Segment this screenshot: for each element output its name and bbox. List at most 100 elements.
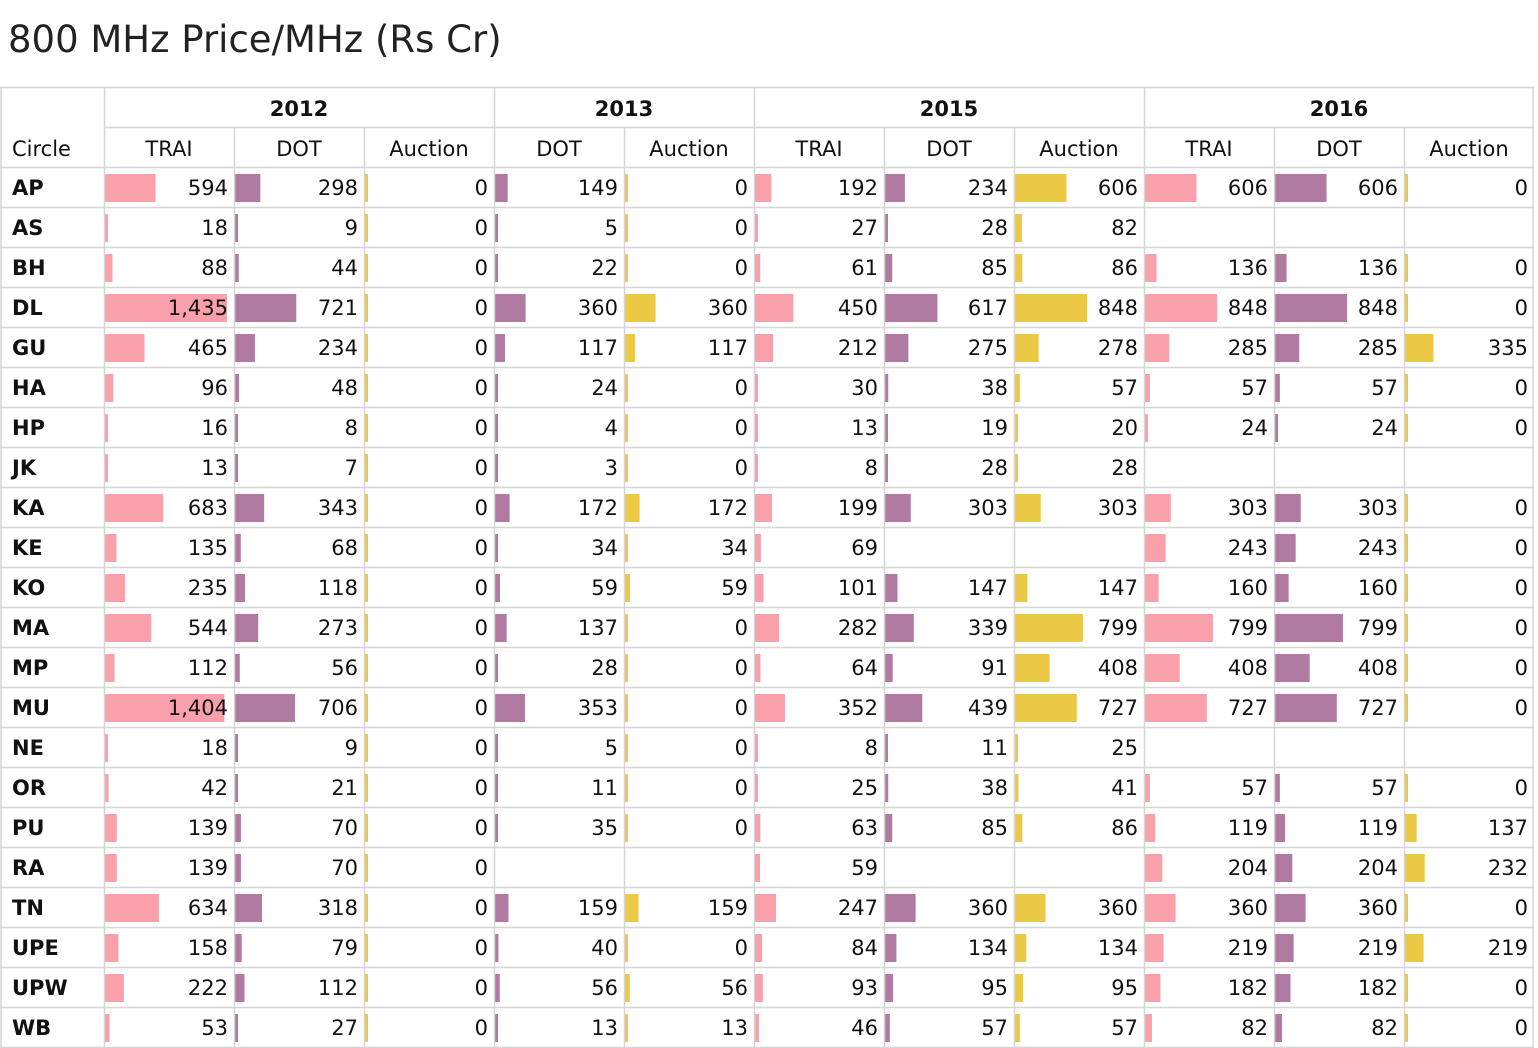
value-label-trai-2016-upw: 182	[1228, 976, 1268, 1000]
circle-label-ra: RA	[12, 856, 45, 880]
bar-dot-2013-upe	[495, 934, 499, 962]
bar-auction-2016-ma	[1405, 614, 1408, 642]
value-label-auction-2012-ra: 0	[475, 856, 488, 880]
value-label-dot-2015-as: 28	[981, 216, 1008, 240]
value-label-auction-2015-dl: 848	[1098, 296, 1138, 320]
value-label-auction-2016-upw: 0	[1515, 976, 1528, 1000]
bar-trai-2016-ap	[1145, 174, 1197, 202]
value-label-auction-2012-bh: 0	[475, 256, 488, 280]
circle-label-as: AS	[12, 216, 43, 240]
bar-trai-2015-ra	[755, 854, 761, 882]
bar-trai-2016-mu	[1145, 694, 1207, 722]
bar-trai-2016-pu	[1145, 814, 1156, 842]
bar-auction-2013-ke	[625, 534, 628, 562]
bar-auction-2013-or	[625, 774, 628, 802]
circle-label-ko: KO	[12, 576, 45, 600]
bar-auction-2012-upe	[365, 934, 368, 962]
value-label-auction-2015-ap: 606	[1098, 176, 1138, 200]
bar-dot-2013-ko	[495, 574, 501, 602]
bar-dot-2012-ra	[235, 854, 241, 882]
value-label-auction-2013-gu: 117	[708, 336, 748, 360]
value-label-auction-2013-as: 0	[735, 216, 748, 240]
value-label-dot-2013-bh: 22	[591, 256, 618, 280]
bar-dot-2013-jk	[495, 454, 498, 482]
bar-auction-2016-or	[1405, 774, 1408, 802]
value-label-trai-2015-wb: 46	[851, 1016, 878, 1040]
value-label-dot-2013-ne: 5	[605, 736, 618, 760]
value-label-dot-2016-or: 57	[1371, 776, 1398, 800]
value-label-dot-2012-wb: 27	[331, 1016, 358, 1040]
bar-dot-2013-hp	[495, 414, 498, 442]
bar-trai-2012-ne	[105, 734, 108, 762]
circle-label-ap: AP	[12, 176, 44, 200]
bar-trai-2012-dl	[105, 294, 227, 322]
bar-dot-2016-ke	[1275, 534, 1296, 562]
value-label-trai-2016-ra: 204	[1228, 856, 1268, 880]
circle-label-ka: KA	[12, 496, 45, 520]
value-label-trai-2016-ap: 606	[1228, 176, 1268, 200]
value-label-auction-2013-ap: 0	[735, 176, 748, 200]
value-label-trai-2016-mu: 727	[1228, 696, 1268, 720]
value-label-trai-2016-or: 57	[1241, 776, 1268, 800]
value-label-auction-2016-ka: 0	[1515, 496, 1528, 520]
bar-auction-2013-ha	[625, 374, 628, 402]
bar-dot-2015-upw	[885, 974, 894, 1002]
circle-label-ke: KE	[12, 536, 43, 560]
value-label-auction-2012-ne: 0	[475, 736, 488, 760]
value-label-dot-2012-pu: 70	[331, 816, 358, 840]
bar-auction-2012-pu	[365, 814, 368, 842]
bar-trai-2015-ha	[755, 374, 758, 402]
bar-auction-2016-mp	[1405, 654, 1408, 682]
value-label-auction-2013-ma: 0	[735, 616, 748, 640]
bar-dot-2015-or	[885, 774, 889, 802]
value-label-dot-2012-ko: 118	[318, 576, 358, 600]
value-label-auction-2012-ha: 0	[475, 376, 488, 400]
bar-auction-2015-mu	[1015, 694, 1077, 722]
column-header-auction-2015: Auction	[1039, 137, 1118, 161]
bar-dot-2015-as	[885, 214, 888, 242]
value-label-dot-2013-pu: 35	[591, 816, 618, 840]
value-label-dot-2016-hp: 24	[1371, 416, 1398, 440]
bar-trai-2012-ha	[105, 374, 114, 402]
bar-auction-2012-ko	[365, 574, 368, 602]
bar-dot-2012-hp	[235, 414, 238, 442]
column-header-dot-2016: DOT	[1316, 137, 1362, 161]
value-label-dot-2013-wb: 13	[591, 1016, 618, 1040]
bar-dot-2016-ma	[1275, 614, 1343, 642]
value-label-trai-2015-ka: 199	[838, 496, 878, 520]
bar-dot-2013-dl	[495, 294, 526, 322]
circle-label-dl: DL	[12, 296, 43, 320]
value-label-dot-2016-ap: 606	[1358, 176, 1398, 200]
bar-dot-2012-ma	[235, 614, 259, 642]
bar-trai-2012-tn	[105, 894, 159, 922]
bar-trai-2016-mp	[1145, 654, 1180, 682]
bar-auction-2012-gu	[365, 334, 368, 362]
value-label-trai-2012-jk: 13	[201, 456, 228, 480]
bar-dot-2013-pu	[495, 814, 498, 842]
bar-dot-2012-ha	[235, 374, 240, 402]
bar-dot-2015-mu	[885, 694, 923, 722]
bar-auction-2015-upe	[1015, 934, 1027, 962]
value-label-trai-2012-as: 18	[201, 216, 228, 240]
bar-trai-2012-mu	[105, 694, 225, 722]
value-label-dot-2012-mp: 56	[331, 656, 358, 680]
bar-dot-2015-bh	[885, 254, 893, 282]
value-label-auction-2015-gu: 278	[1098, 336, 1138, 360]
year-header-2012: 2012	[270, 97, 328, 121]
value-label-trai-2012-wb: 53	[201, 1016, 228, 1040]
value-label-dot-2016-mp: 408	[1358, 656, 1398, 680]
bar-auction-2013-hp	[625, 414, 628, 442]
value-label-dot-2013-or: 11	[591, 776, 618, 800]
value-label-dot-2015-upw: 95	[981, 976, 1008, 1000]
bar-dot-2012-ke	[235, 534, 241, 562]
bar-trai-2016-upe	[1145, 934, 1164, 962]
bar-auction-2012-ha	[365, 374, 368, 402]
bar-trai-2012-upw	[105, 974, 124, 1002]
value-label-trai-2015-pu: 63	[851, 816, 878, 840]
bar-trai-2016-ma	[1145, 614, 1213, 642]
value-label-dot-2012-tn: 318	[318, 896, 358, 920]
bar-auction-2015-wb	[1015, 1014, 1020, 1042]
bar-dot-2015-pu	[885, 814, 893, 842]
bar-trai-2016-ke	[1145, 534, 1166, 562]
circle-label-ha: HA	[12, 376, 47, 400]
